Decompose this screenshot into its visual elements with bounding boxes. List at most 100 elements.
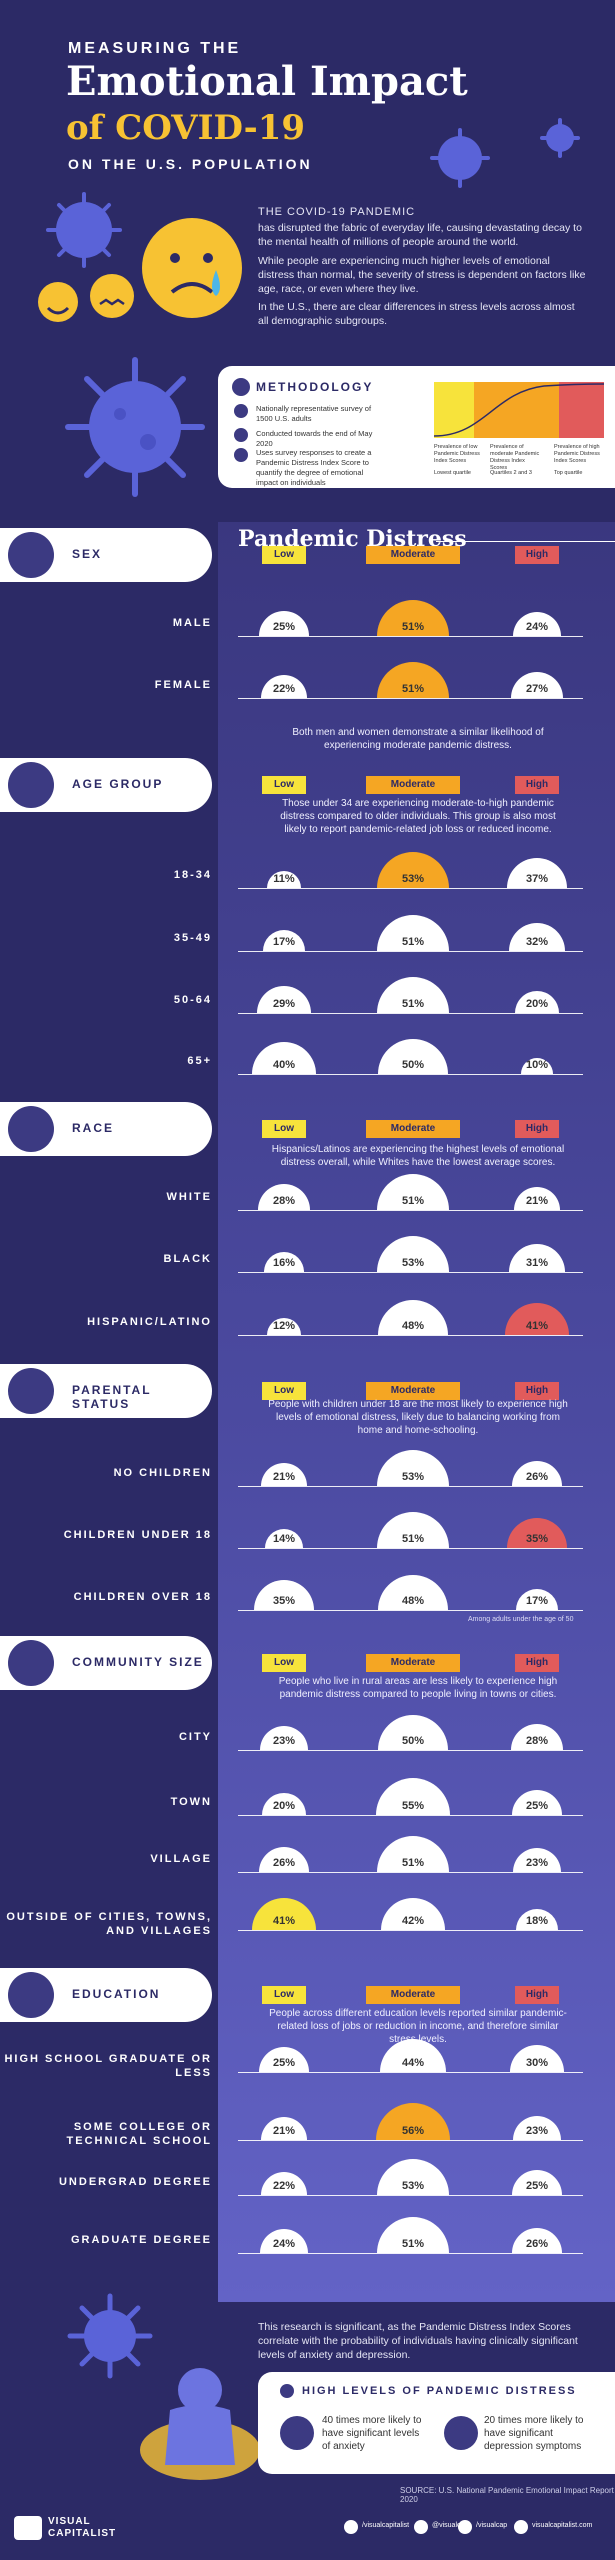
twitter-icon[interactable]: [414, 2520, 428, 2534]
highlight-title: HIGH LEVELS OF PANDEMIC DISTRESS: [302, 2385, 577, 2397]
distress-value-mark: 12%: [266, 1317, 302, 1335]
value-label: 20%: [272, 1799, 295, 1812]
distress-value-mark: 22%: [260, 2171, 308, 2195]
row-label: HISPANIC/LATINO: [87, 1316, 212, 1328]
group-footnote: Among adults under the age of 50: [468, 1616, 574, 1623]
legend-key: Quartiles 2 and 3: [490, 470, 532, 476]
level-header-moderate: Moderate: [366, 546, 460, 564]
value-label: 44%: [401, 2056, 424, 2069]
value-label: 17%: [272, 935, 295, 948]
value-label: 26%: [525, 2237, 548, 2250]
legend-text: Prevalence of moderate Pandemic Distress…: [490, 444, 540, 471]
instagram-icon[interactable]: [458, 2520, 472, 2534]
level-header-high: High: [515, 776, 559, 794]
category-label: EDUCATION: [72, 1987, 161, 2001]
legend-text: Prevalence of high Pandemic Distress Ind…: [554, 444, 600, 464]
social-link[interactable]: /visualcapitalist: [362, 2522, 410, 2529]
methodology-item: Conducted towards the end of May 2020: [256, 429, 373, 448]
social-link[interactable]: visualcapitalist.com: [532, 2522, 593, 2529]
level-header-moderate: Moderate: [366, 1120, 460, 1138]
row-baseline: [238, 636, 583, 637]
category-header: EDUCATION: [0, 1968, 212, 2022]
row-label: WHITE: [166, 1191, 212, 1203]
methodology-title: METHODOLOGY: [256, 380, 374, 394]
category-label: COMMUNITY SIZE: [72, 1655, 204, 1669]
row-label: 50-64: [173, 994, 212, 1006]
row-label: VILLAGE: [150, 1853, 212, 1865]
value-label: 53%: [401, 2179, 424, 2192]
value-label: 48%: [401, 1594, 424, 1607]
value-label: 24%: [525, 620, 548, 633]
row-baseline: [238, 698, 583, 699]
distress-value-mark: 17%: [263, 930, 305, 951]
distress-value-mark: 17%: [516, 1589, 558, 1610]
level-header-high: High: [515, 1986, 559, 2004]
social-link[interactable]: /visualcap: [476, 2522, 508, 2529]
methodology-item: Uses survey responses to create a Pandem…: [256, 448, 372, 487]
row-baseline: [238, 888, 583, 889]
value-label: 20%: [525, 997, 548, 1010]
value-label: 51%: [401, 682, 424, 695]
header-illustration: [38, 118, 580, 322]
row-label: SOME COLLEGE OR TECHNICAL SCHOOL: [66, 2121, 212, 2147]
survey-icon: [234, 448, 248, 462]
header-title: Emotional Impact: [66, 58, 468, 105]
calendar-icon: [234, 428, 248, 442]
distress-value-mark: 23%: [513, 2116, 561, 2140]
web-icon[interactable]: [514, 2520, 528, 2534]
category-label: SEX: [72, 547, 103, 561]
row-baseline: [238, 1335, 583, 1336]
category-label: RACE: [72, 1121, 115, 1135]
value-label: 28%: [525, 1734, 548, 1747]
row-label: CHILDREN OVER 18: [73, 1591, 212, 1603]
value-label: 31%: [525, 1256, 548, 1269]
value-label: 26%: [525, 1470, 548, 1483]
header-pretitle: MEASURING THE: [68, 40, 242, 57]
value-label: 50%: [401, 1058, 424, 1071]
value-label: 51%: [401, 1532, 424, 1545]
distress-value-mark: 11%: [267, 871, 301, 888]
intro-paragraph: has disrupted the fabric of everyday lif…: [258, 222, 582, 248]
row-label: OUTSIDE OF CITIES, TOWNS, AND VILLAGES: [6, 1911, 212, 1937]
row-baseline: [238, 951, 583, 952]
level-header-moderate: Moderate: [366, 1382, 460, 1400]
value-label: 27%: [525, 682, 548, 695]
distress-value-mark: 21%: [261, 2117, 307, 2140]
value-label: 10%: [525, 1058, 548, 1071]
level-header-low: Low: [262, 1382, 306, 1400]
worried-face-icon: [90, 274, 134, 318]
row-label: BLACK: [163, 1253, 212, 1265]
row-baseline: [238, 2253, 583, 2254]
row-label: FEMALE: [154, 679, 212, 691]
value-label: 51%: [401, 1194, 424, 1207]
value-label: 14%: [272, 1532, 295, 1545]
value-label: 41%: [272, 1914, 295, 1927]
row-baseline: [238, 1610, 583, 1611]
value-label: 41%: [525, 1319, 548, 1332]
methodology-item: Nationally representative survey of 1500…: [256, 404, 372, 423]
intro-paragraph: While people are experiencing much highe…: [258, 255, 586, 295]
highlight-stat: 20 times more likely to have significant…: [484, 2415, 584, 2452]
group-note: People with children under 18 are the mo…: [268, 1399, 568, 1436]
value-label: 29%: [272, 997, 295, 1010]
level-header-high: High: [515, 1120, 559, 1138]
social-link[interactable]: @visualcap: [432, 2522, 469, 2529]
value-label: 32%: [525, 935, 548, 948]
value-label: 22%: [272, 2179, 295, 2192]
group-note: People who live in rural areas are less …: [278, 1676, 558, 1700]
sex-icon: [8, 532, 54, 578]
facebook-icon[interactable]: [344, 2520, 358, 2534]
footer-bar: VISUAL CAPITALIST /visualcapitalist @vis…: [0, 2500, 615, 2560]
value-label: 12%: [272, 1319, 295, 1332]
value-label: 22%: [272, 682, 295, 695]
row-baseline: [238, 1013, 583, 1014]
row-label: CHILDREN UNDER 18: [63, 1529, 212, 1541]
value-label: 51%: [401, 1856, 424, 1869]
row-label: UNDERGRAD DEGREE: [58, 2176, 212, 2188]
distress-value-mark: 21%: [261, 1463, 307, 1486]
value-label: 23%: [272, 1734, 295, 1747]
value-label: 21%: [525, 1194, 548, 1207]
value-label: 35%: [272, 1594, 295, 1607]
row-label: NO CHILDREN: [113, 1467, 212, 1479]
value-label: 16%: [272, 1257, 296, 1269]
